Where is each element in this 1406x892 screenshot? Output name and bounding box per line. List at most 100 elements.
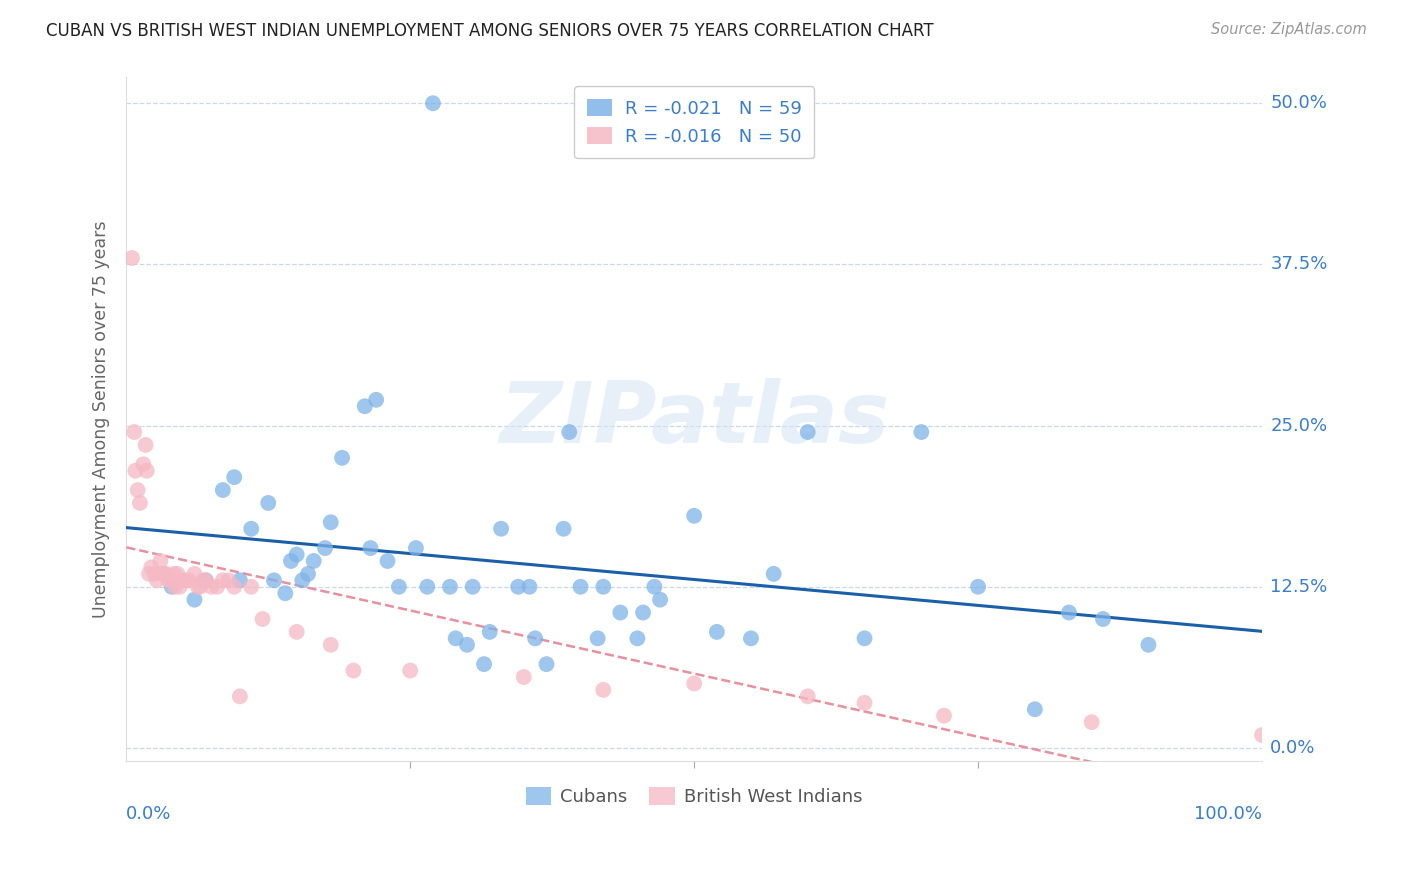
Point xyxy=(141,560,163,574)
Point xyxy=(174,574,197,588)
Point xyxy=(224,580,246,594)
Point xyxy=(166,566,188,581)
Point xyxy=(461,580,484,594)
Point xyxy=(342,664,364,678)
Point xyxy=(152,566,174,581)
Point xyxy=(285,624,308,639)
Point xyxy=(592,682,614,697)
Point xyxy=(569,580,592,594)
Point xyxy=(478,624,501,639)
Point xyxy=(648,592,671,607)
Point xyxy=(683,676,706,690)
Point xyxy=(280,554,302,568)
Point xyxy=(274,586,297,600)
Point xyxy=(377,554,399,568)
Point xyxy=(177,574,200,588)
Point xyxy=(143,566,166,581)
Point xyxy=(297,566,319,581)
Text: 100.0%: 100.0% xyxy=(1194,805,1263,823)
Point xyxy=(252,612,274,626)
Point xyxy=(124,464,146,478)
Point xyxy=(160,580,183,594)
Point xyxy=(553,522,575,536)
Text: 0.0%: 0.0% xyxy=(1271,739,1316,757)
Point xyxy=(129,496,152,510)
Point xyxy=(157,574,180,588)
Point xyxy=(740,632,762,646)
Point xyxy=(489,522,512,536)
Point xyxy=(163,566,186,581)
Point xyxy=(263,574,285,588)
Point xyxy=(631,606,654,620)
Point xyxy=(172,574,194,588)
Point xyxy=(456,638,478,652)
Point xyxy=(122,425,145,439)
Point xyxy=(796,690,818,704)
Point xyxy=(609,606,631,620)
Text: 12.5%: 12.5% xyxy=(1271,578,1327,596)
Point xyxy=(229,690,252,704)
Point xyxy=(240,522,263,536)
Point xyxy=(146,574,169,588)
Point xyxy=(586,632,609,646)
Point xyxy=(853,632,876,646)
Point xyxy=(536,657,558,672)
Point xyxy=(319,638,342,652)
Point xyxy=(183,592,205,607)
Point xyxy=(205,580,228,594)
Point xyxy=(592,580,614,594)
Point xyxy=(366,392,388,407)
Text: 50.0%: 50.0% xyxy=(1271,95,1327,112)
Point xyxy=(558,425,581,439)
Point xyxy=(683,508,706,523)
Point xyxy=(194,574,217,588)
Point xyxy=(932,708,955,723)
Point xyxy=(360,541,382,555)
Point xyxy=(229,574,252,588)
Point xyxy=(121,251,143,265)
Point xyxy=(1137,638,1160,652)
Point xyxy=(1251,728,1274,742)
Point xyxy=(910,425,932,439)
Point xyxy=(135,438,157,452)
Point xyxy=(149,554,172,568)
Point xyxy=(257,496,280,510)
Point xyxy=(211,574,233,588)
Point xyxy=(330,450,353,465)
Point xyxy=(138,566,160,581)
Point xyxy=(1092,612,1115,626)
Point xyxy=(439,580,461,594)
Point xyxy=(399,664,422,678)
Point xyxy=(519,580,541,594)
Point xyxy=(240,580,263,594)
Point xyxy=(188,580,211,594)
Point xyxy=(183,566,205,581)
Point xyxy=(1057,606,1080,620)
Text: CUBAN VS BRITISH WEST INDIAN UNEMPLOYMENT AMONG SENIORS OVER 75 YEARS CORRELATIO: CUBAN VS BRITISH WEST INDIAN UNEMPLOYMEN… xyxy=(46,22,934,40)
Point xyxy=(643,580,665,594)
Text: 25.0%: 25.0% xyxy=(1271,417,1327,434)
Text: ZIPatlas: ZIPatlas xyxy=(499,377,889,460)
Point xyxy=(796,425,818,439)
Point xyxy=(291,574,314,588)
Point xyxy=(967,580,990,594)
Point xyxy=(706,624,728,639)
Text: 0.0%: 0.0% xyxy=(127,805,172,823)
Point xyxy=(127,483,149,497)
Point xyxy=(187,580,209,594)
Point xyxy=(302,554,325,568)
Legend: Cubans, British West Indians: Cubans, British West Indians xyxy=(519,780,869,814)
Point xyxy=(1080,715,1102,730)
Point xyxy=(165,580,187,594)
Point xyxy=(285,548,308,562)
Point xyxy=(224,470,246,484)
Text: 37.5%: 37.5% xyxy=(1271,255,1327,274)
Point xyxy=(416,580,439,594)
Point xyxy=(853,696,876,710)
Point xyxy=(353,399,375,413)
Y-axis label: Unemployment Among Seniors over 75 years: Unemployment Among Seniors over 75 years xyxy=(93,220,110,618)
Point xyxy=(211,483,233,497)
Point xyxy=(508,580,530,594)
Point xyxy=(1024,702,1046,716)
Point xyxy=(626,632,648,646)
